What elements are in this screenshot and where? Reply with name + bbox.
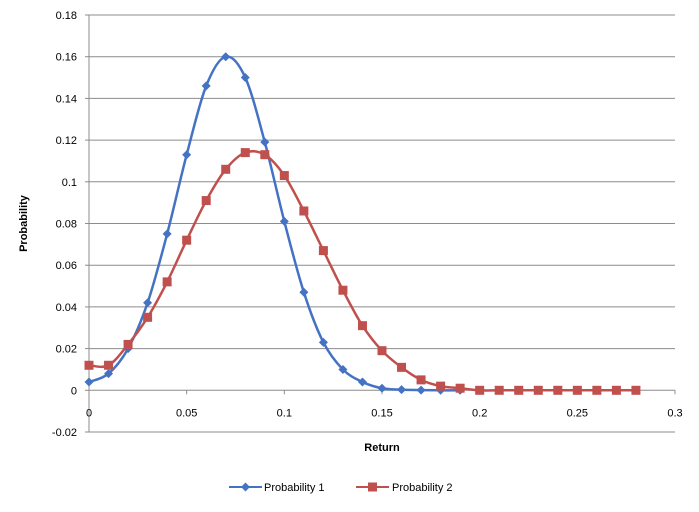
legend-item-probability-2: Probability 2 xyxy=(356,482,453,494)
x-tick-label: 0.3 xyxy=(667,407,682,419)
series-line-1 xyxy=(88,55,461,392)
x-tick-label: 0.05 xyxy=(176,407,197,419)
legend-label-probability-1: Probability 1 xyxy=(264,482,325,494)
data-point-probability-2 xyxy=(279,171,289,181)
data-point-probability-2 xyxy=(572,385,582,395)
data-point-probability-1 xyxy=(182,150,192,160)
data-point-probability-1 xyxy=(338,364,348,374)
data-point-probability-2 xyxy=(455,383,465,393)
legend-label-probability-2: Probability 2 xyxy=(392,482,453,494)
y-tick-label: 0.12 xyxy=(56,135,77,147)
y-tick-label: 0.08 xyxy=(56,219,77,231)
x-tick-label: 0.15 xyxy=(371,407,392,419)
data-point-probability-1 xyxy=(84,377,94,387)
data-point-probability-2 xyxy=(475,385,485,395)
x-tick-label: 0.2 xyxy=(472,407,487,419)
series-markers xyxy=(84,52,641,395)
data-point-probability-2 xyxy=(514,385,524,395)
y-tick-labels: -0.02 0 0.02 0.04 0.06 0.08 0.1 0.12 0.14 0.16 0.1… xyxy=(52,10,89,439)
data-point-probability-2 xyxy=(299,206,309,216)
y-tick-label: 0.16 xyxy=(56,52,77,64)
series-line-2 xyxy=(88,149,636,392)
data-point-probability-2 xyxy=(494,385,504,395)
data-point-probability-2 xyxy=(318,246,328,256)
data-point-probability-1 xyxy=(221,52,231,62)
y-tick-label: 0 xyxy=(71,385,77,397)
y-tick-label: 0.04 xyxy=(56,302,77,314)
x-tick-label: 0.1 xyxy=(277,407,292,419)
data-point-probability-2 xyxy=(260,150,270,160)
data-point-probability-2 xyxy=(182,235,192,245)
data-point-probability-1 xyxy=(397,385,407,395)
data-point-probability-1 xyxy=(318,337,328,347)
data-point-probability-2 xyxy=(592,385,602,395)
data-point-probability-2 xyxy=(416,375,426,385)
y-tick-label: 0.14 xyxy=(56,93,77,105)
legend-item-probability-1: Probability 1 xyxy=(229,482,325,494)
data-point-probability-1 xyxy=(201,81,211,91)
data-point-probability-2 xyxy=(533,385,543,395)
data-point-probability-1 xyxy=(162,229,172,239)
data-point-probability-2 xyxy=(104,360,114,370)
data-point-probability-2 xyxy=(377,346,387,356)
legend-marker-diamond xyxy=(241,482,250,492)
data-point-probability-2 xyxy=(397,362,407,372)
y-tick-label: 0.18 xyxy=(56,10,77,22)
y-tick-label: -0.02 xyxy=(52,427,77,439)
x-axis-title: Return xyxy=(364,442,400,454)
data-point-probability-2 xyxy=(553,385,563,395)
y-tick-label: 0.02 xyxy=(56,344,77,356)
gridlines xyxy=(89,14,675,433)
y-axis-title: Probability xyxy=(18,194,30,252)
x-tick-label: 0.25 xyxy=(567,407,588,419)
data-point-probability-2 xyxy=(357,321,367,331)
y-tick-label: 0.06 xyxy=(56,260,77,272)
data-point-probability-1 xyxy=(377,383,387,393)
x-tick-label: 0 xyxy=(86,407,92,419)
data-point-probability-2 xyxy=(221,164,231,174)
data-point-probability-2 xyxy=(162,277,172,287)
data-point-probability-2 xyxy=(84,360,94,370)
data-point-probability-1 xyxy=(416,385,426,395)
legend: Probability 1 Probability 2 xyxy=(229,482,453,494)
legend-marker-square xyxy=(368,482,377,492)
y-tick-label: 0.1 xyxy=(62,177,77,189)
data-point-probability-2 xyxy=(338,285,348,295)
data-point-probability-2 xyxy=(143,312,153,322)
data-point-probability-2 xyxy=(123,339,133,349)
data-point-probability-2 xyxy=(631,385,641,395)
data-point-probability-2 xyxy=(201,196,211,206)
data-point-probability-1 xyxy=(260,137,270,147)
x-tick-labels: 0 0.05 0.1 0.15 0.2 0.25 0.3 xyxy=(86,390,683,419)
data-point-probability-1 xyxy=(357,377,367,387)
data-point-probability-1 xyxy=(240,73,250,83)
data-point-probability-2 xyxy=(611,385,621,395)
data-point-probability-1 xyxy=(143,298,153,308)
data-point-probability-1 xyxy=(104,369,114,379)
data-point-probability-1 xyxy=(299,287,309,297)
data-point-probability-1 xyxy=(279,216,289,226)
data-point-probability-2 xyxy=(436,381,446,391)
data-point-probability-2 xyxy=(240,148,250,158)
